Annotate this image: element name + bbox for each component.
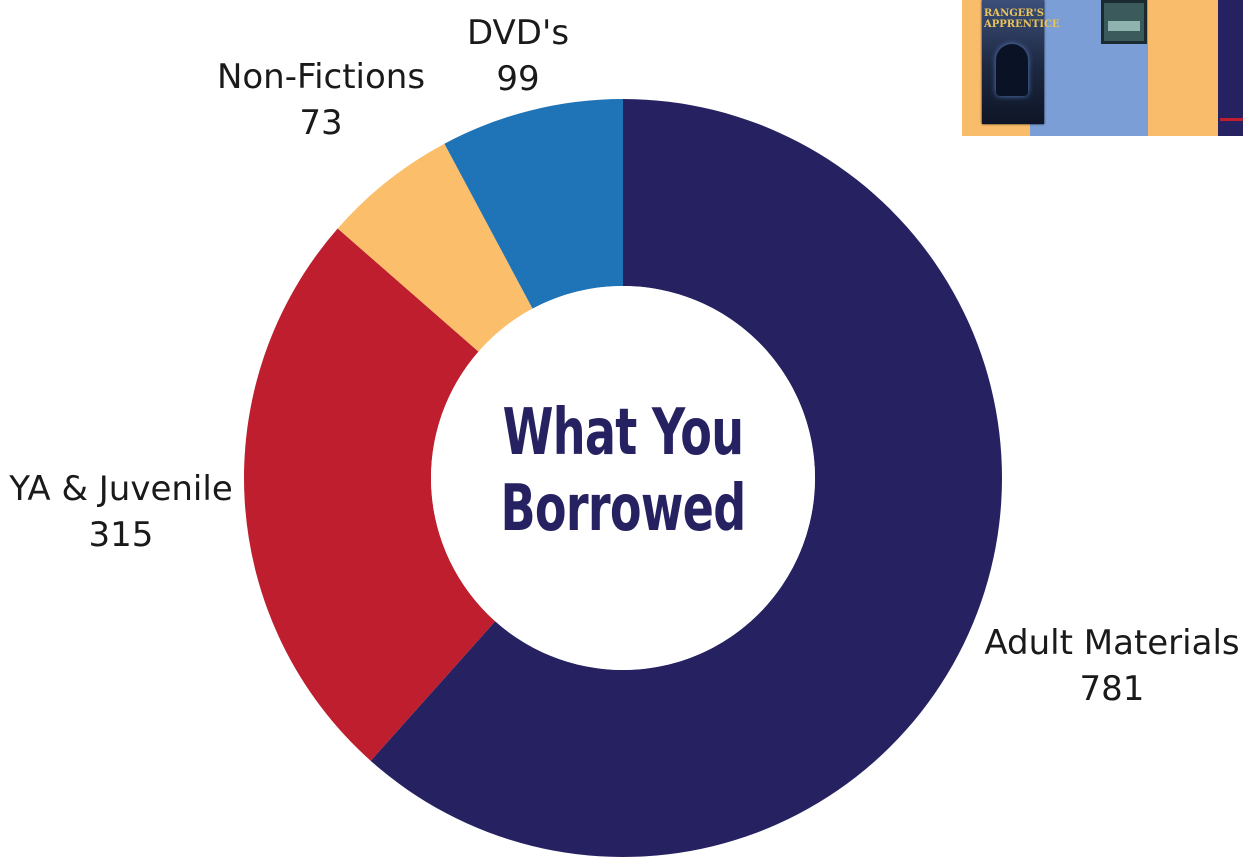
data-label-value: 315 — [88, 515, 154, 555]
slice-adult-materials — [370, 99, 1002, 857]
data-label-category: YA & Juvenile — [9, 469, 233, 509]
center-title-line-1: What You — [502, 396, 744, 470]
book-cover-title: RANGER'S APPRENTICE — [984, 8, 1060, 30]
poster-accent-line — [1220, 118, 1243, 121]
data-label-value: 781 — [1079, 669, 1145, 709]
data-label-dvd-s: DVD's 99 — [467, 10, 569, 102]
poster-stripe — [1218, 0, 1243, 136]
book-cover — [1101, 0, 1147, 44]
donut-hole — [431, 286, 815, 670]
data-label-adult-materials: Adult Materials 781 — [984, 620, 1239, 712]
data-label-category: Non-Fictions — [216, 57, 426, 97]
center-title-line-2: Borrowed — [500, 472, 747, 546]
hooded-figure — [996, 44, 1028, 96]
slice-dvd-s — [444, 99, 623, 309]
slice-non-fictions — [337, 143, 533, 352]
data-label-value: 99 — [496, 59, 540, 99]
book-cover-art — [1108, 21, 1140, 31]
data-label-category: DVD's — [466, 13, 570, 53]
poster-stripe — [1148, 0, 1218, 136]
data-label-non-fictions: Non-Fictions 73 — [217, 54, 425, 146]
chart-center-title: What You Borrowed — [433, 395, 813, 547]
data-label-category: Adult Materials — [984, 623, 1240, 663]
slice-ya-juvenile — [244, 228, 496, 761]
data-label-ya-juvenile: YA & Juvenile 315 — [9, 466, 233, 558]
book-cover-image: RANGER'S APPRENTICE — [962, 0, 1243, 136]
data-label-value: 73 — [299, 103, 343, 143]
book-cover: RANGER'S APPRENTICE — [982, 0, 1060, 124]
